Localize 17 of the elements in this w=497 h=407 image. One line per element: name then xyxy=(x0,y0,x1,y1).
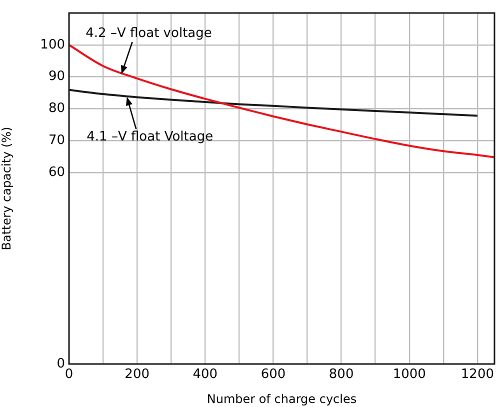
x-tick-label: 600 xyxy=(260,367,286,382)
y-tick-label: 90 xyxy=(48,69,65,84)
y-axis-title: Battery capacity (%) xyxy=(0,126,14,250)
y-tick-label: 60 xyxy=(48,164,65,180)
x-axis-title: Number of charge cycles xyxy=(206,392,357,406)
y-tick-label: 0 xyxy=(56,356,65,372)
x-tick-label: 1200 xyxy=(460,367,494,382)
annotation: 4.1 –V float Voltage xyxy=(86,129,214,144)
x-tick-label: 800 xyxy=(328,367,354,382)
line-series xyxy=(69,44,494,158)
x-tick-label: 200 xyxy=(124,367,150,382)
y-tick-label: 70 xyxy=(48,133,65,148)
annotation: 4.2 –V float voltage xyxy=(86,26,212,41)
x-tick-label: 1000 xyxy=(392,367,426,382)
y-tick-label: 80 xyxy=(48,101,65,116)
x-tick-label: 400 xyxy=(192,367,218,382)
y-tick-label: 100 xyxy=(40,37,65,52)
